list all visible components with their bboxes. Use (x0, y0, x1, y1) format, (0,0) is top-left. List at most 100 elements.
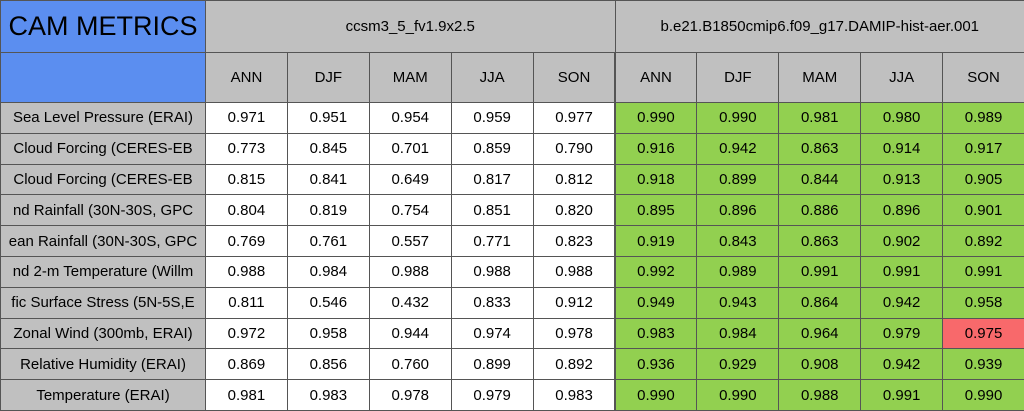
metric-cell-text: 0.892 (555, 356, 593, 373)
metric-cell: 0.863 (778, 225, 861, 257)
metric-cell: 0.942 (696, 133, 779, 165)
metric-cell-text: 0.899 (719, 171, 757, 188)
metric-cell: 0.819 (287, 194, 370, 226)
metric-cell: 0.936 (615, 348, 698, 380)
metric-cell: 0.754 (369, 194, 452, 226)
metric-cell: 0.892 (533, 348, 616, 380)
metric-cell: 0.863 (778, 133, 861, 165)
metric-cell: 0.811 (205, 287, 288, 319)
metric-cell: 0.958 (287, 318, 370, 350)
metric-cell-text: 0.432 (391, 294, 429, 311)
metric-cell: 0.833 (451, 287, 534, 319)
row-label-text: fic Surface Stress (5N-5S,E (11, 294, 194, 311)
metric-cell: 0.851 (451, 194, 534, 226)
metric-cell: 0.899 (696, 164, 779, 196)
metric-cell-text: 0.820 (555, 202, 593, 219)
metric-cell-text: 0.978 (391, 387, 429, 404)
metric-cell: 0.914 (860, 133, 943, 165)
season-header-text: JJA (480, 69, 505, 86)
metric-cell-text: 0.944 (391, 325, 429, 342)
metric-cell: 0.981 (778, 102, 861, 134)
metric-cell: 0.939 (942, 348, 1024, 380)
metric-cell: 0.979 (451, 379, 534, 411)
row-label: nd 2-m Temperature (Willm (0, 256, 206, 288)
metric-cell: 0.943 (696, 287, 779, 319)
metric-cell: 0.823 (533, 225, 616, 257)
metric-cell: 0.980 (860, 102, 943, 134)
season-header-text: SON (967, 69, 1000, 86)
metric-cell: 0.944 (369, 318, 452, 350)
metric-cell-text: 0.817 (473, 171, 511, 188)
metric-cell-text: 0.990 (637, 109, 675, 126)
metric-cell: 0.983 (615, 318, 698, 350)
metric-cell-text: 0.991 (883, 387, 921, 404)
metric-cell-text: 0.978 (555, 325, 593, 342)
metric-cell-text: 0.983 (555, 387, 593, 404)
metric-cell-text: 0.773 (228, 140, 266, 157)
metric-cell-text: 0.905 (965, 171, 1003, 188)
season-header-text: DJF (315, 69, 343, 86)
metric-cell: 0.804 (205, 194, 288, 226)
season-header-text: MAM (393, 69, 428, 86)
metric-cell-text: 0.812 (555, 171, 593, 188)
metric-cell: 0.913 (860, 164, 943, 196)
metric-cell: 0.859 (451, 133, 534, 165)
group-header: ccsm3_5_fv1.9x2.5 (205, 0, 616, 53)
row-label-text: Temperature (ERAI) (36, 387, 169, 404)
metric-cell-text: 0.990 (637, 387, 675, 404)
metric-cell-text: 0.958 (310, 325, 348, 342)
metric-cell-text: 0.841 (310, 171, 348, 188)
row-label: Cloud Forcing (CERES-EB (0, 164, 206, 196)
season-header: DJF (287, 52, 370, 103)
metric-cell-text: 0.901 (965, 202, 1003, 219)
metric-cell-text: 0.844 (801, 171, 839, 188)
corner-cell (0, 52, 206, 103)
metric-cell-text: 0.929 (719, 356, 757, 373)
metric-cell: 0.958 (942, 287, 1024, 319)
metric-cell: 0.918 (615, 164, 698, 196)
metric-cell: 0.557 (369, 225, 452, 257)
metric-cell-text: 0.942 (719, 140, 757, 157)
metric-cell-text: 0.939 (965, 356, 1003, 373)
metric-cell: 0.790 (533, 133, 616, 165)
metric-cell: 0.817 (451, 164, 534, 196)
metric-cell: 0.919 (615, 225, 698, 257)
metric-cell-text: 0.977 (555, 109, 593, 126)
metric-cell-text: 0.760 (391, 356, 429, 373)
row-label-text: nd Rainfall (30N-30S, GPC (13, 202, 193, 219)
metric-cell-text: 0.896 (883, 202, 921, 219)
season-header-text: JJA (889, 69, 914, 86)
metric-cell: 0.864 (778, 287, 861, 319)
metric-cell-text: 0.546 (310, 294, 348, 311)
metric-cell: 0.988 (533, 256, 616, 288)
metric-cell: 0.990 (696, 102, 779, 134)
metric-cell: 0.844 (778, 164, 861, 196)
metric-cell-text: 0.864 (801, 294, 839, 311)
metric-cell: 0.978 (533, 318, 616, 350)
metric-cell: 0.954 (369, 102, 452, 134)
metric-cell-text: 0.990 (719, 387, 757, 404)
metric-cell-text: 0.754 (391, 202, 429, 219)
title-cell-text: CAM METRICS (9, 11, 198, 42)
metric-cell-text: 0.988 (555, 263, 593, 280)
metric-cell-text: 0.913 (883, 171, 921, 188)
row-label: nd Rainfall (30N-30S, GPC (0, 194, 206, 226)
metric-cell: 0.989 (696, 256, 779, 288)
season-header-text: MAM (802, 69, 837, 86)
metric-cell: 0.886 (778, 194, 861, 226)
metric-cell-text: 0.990 (965, 387, 1003, 404)
row-label-text: Relative Humidity (ERAI) (20, 356, 186, 373)
metric-cell-text: 0.869 (228, 356, 266, 373)
row-label: ean Rainfall (30N-30S, GPC (0, 225, 206, 257)
metric-cell-text: 0.984 (310, 263, 348, 280)
metric-cell-text: 0.851 (473, 202, 511, 219)
row-label: Temperature (ERAI) (0, 379, 206, 411)
metric-cell-text: 0.823 (555, 233, 593, 250)
metric-cell-text: 0.856 (310, 356, 348, 373)
season-header-text: ANN (231, 69, 263, 86)
metric-cell-text: 0.988 (801, 387, 839, 404)
metric-cell: 0.929 (696, 348, 779, 380)
metric-cell-text: 0.991 (801, 263, 839, 280)
metric-cell-text: 0.983 (637, 325, 675, 342)
metric-cell-text: 0.845 (310, 140, 348, 157)
